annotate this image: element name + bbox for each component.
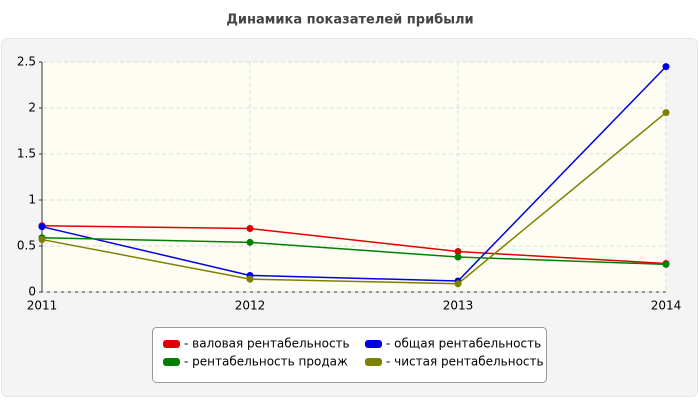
legend-marker [163, 340, 180, 348]
y-tick-label: 0.5 [17, 239, 36, 253]
data-point [454, 248, 462, 256]
legend-marker [163, 358, 180, 366]
series-line [41, 66, 667, 282]
y-tick-label: 2 [28, 101, 36, 115]
data-point [454, 253, 462, 261]
legend-label: - общая рентабельность [386, 337, 541, 351]
legend [152, 327, 547, 383]
data-point [246, 225, 254, 233]
series-line [41, 236, 667, 266]
data-point [246, 275, 254, 283]
x-tick-label: 2011 [27, 299, 58, 313]
x-tick-label: 2014 [651, 299, 682, 313]
legend-label: - валовая рентабельность [184, 337, 350, 351]
data-point [454, 280, 462, 288]
data-point [662, 260, 670, 268]
y-tick-label: 1.5 [17, 147, 36, 161]
legend-label: - чистая рентабельность [386, 355, 544, 369]
data-point [246, 238, 254, 246]
legend-marker [365, 358, 382, 366]
y-tick-label: 2.5 [17, 55, 36, 69]
legend-marker [365, 340, 382, 348]
data-point [38, 236, 46, 244]
data-point [662, 63, 670, 71]
plot-area [42, 62, 666, 292]
series-line [41, 112, 667, 285]
y-tick-label: 0 [28, 285, 36, 299]
chart-title: Динамика показателей прибыли [226, 13, 473, 28]
series-line [41, 225, 667, 265]
data-point [38, 223, 46, 231]
x-tick-label: 2012 [235, 299, 266, 313]
y-tick-label: 1 [28, 193, 36, 207]
legend-label: - рентабельность продаж [184, 355, 348, 369]
x-tick-label: 2013 [443, 299, 474, 313]
data-point [662, 109, 670, 117]
